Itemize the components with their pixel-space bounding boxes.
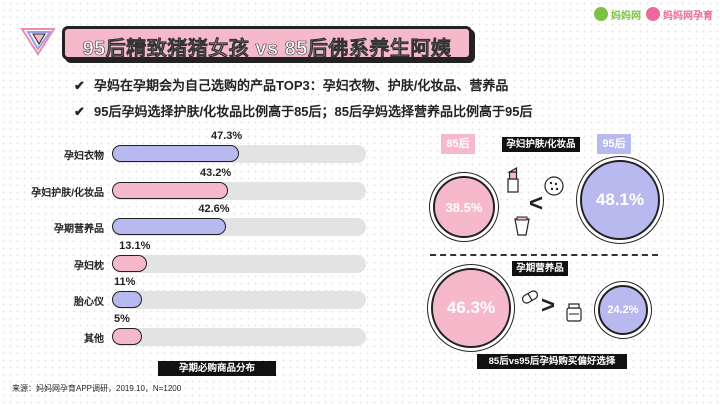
brand-left-label: 妈妈网 (611, 10, 641, 22)
bar-value-label: 13.1% (119, 239, 151, 252)
comparison-less-than: < (529, 190, 544, 217)
bar-chart-title: 孕期必购商品分布 (158, 361, 276, 376)
bar-mark (112, 254, 148, 272)
lipstick-icon (507, 167, 519, 193)
bar-track (112, 254, 366, 273)
comparison-chart-title: 85后vs95后孕妈购买偏好选择 (477, 354, 627, 369)
bullet-1-text: 孕妈在孕期会为自己选购的产品TOP3：孕妇衣物、护肤/化妆品、营养品 (94, 78, 509, 93)
bar-category-label: 孕期营养品 (54, 224, 104, 235)
bar-mark (112, 145, 239, 162)
title-banner: 95后精致猪猪女孩 vs 85后佛系养生阿姨 (62, 26, 472, 60)
bullet-1: ✔ 孕妈在孕期会为自己选购的产品TOP3：孕妇衣物、护肤/化妆品、营养品 (74, 75, 508, 94)
bar-track (112, 291, 366, 309)
bubble-85-skincare: 38.5% (433, 176, 495, 238)
bar-mark (112, 181, 228, 199)
bubble-95-skincare: 48.1% (580, 160, 660, 240)
item-label-nutrition: 孕期营养品 (512, 261, 568, 276)
bar-value-label: 5% (114, 312, 130, 325)
brand-mamawang: 妈妈网 (594, 6, 641, 22)
comparison-greater-than: > (541, 292, 556, 319)
bar-track (112, 327, 366, 346)
bar-value-label: 11% (114, 276, 136, 288)
brand-mamawang-yunyu: 妈妈网孕育 (646, 6, 713, 22)
source-note: 来源：妈妈网孕育APP调研，2019.10，N=1200 (12, 384, 182, 393)
bar-value-label: 47.3% (211, 130, 243, 142)
bar-value-label: 42.6% (198, 203, 230, 215)
bar-mark (112, 218, 227, 235)
bubble-95-nutrition: 24.2% (598, 285, 648, 335)
bullet-2: ✔ 95后孕妈选择护肤/化妆品比例高于85后；85后孕妈选择营养品比例高于95后 (74, 101, 532, 120)
pill-capsule-icon (521, 290, 539, 304)
brand-right-label: 妈妈网孕育 (663, 10, 713, 22)
bar-value-label: 43.2% (199, 166, 232, 179)
purchase-distribution-chart: 孕妇衣物 47.3% 孕妇护肤/化妆品 43.2% 孕期营养品 42.6% 孕妇枕 13.1%… (31, 130, 366, 346)
brand-yunyu-logo-icon (646, 7, 660, 21)
bullet-2-text: 95后孕妈选择护肤/化妆品比例高于85后；85后孕妈选择营养品比例高于95后 (94, 104, 533, 119)
section-divider (430, 254, 658, 256)
bar-mark (112, 291, 142, 308)
bar-mark (112, 327, 142, 345)
bar-category-label: 孕妇衣物 (64, 151, 104, 162)
bar-category-label: 胎心仪 (74, 297, 104, 308)
powder-puff-icon (544, 176, 564, 196)
bubble-85-nutrition: 46.3% (431, 268, 511, 348)
page-title: 95后精致猪猪女孩 vs 85后佛系养生阿姨 (82, 38, 452, 61)
bar-category-label: 孕妇枕 (74, 260, 104, 272)
check-icon: ✔ (74, 78, 85, 93)
bar-category-label: 孕妇护肤/化妆品 (31, 187, 104, 199)
group-label-95: 95后 (597, 134, 631, 154)
item-label-skincare: 孕妇护肤/化妆品 (502, 137, 580, 152)
cream-tube-icon (514, 216, 530, 236)
bar-category-label: 其他 (84, 333, 104, 345)
triangle-logo-icon (20, 28, 56, 56)
group-label-85: 85后 (441, 134, 475, 154)
brand-logo-icon (594, 7, 608, 21)
check-icon: ✔ (74, 104, 85, 119)
supplement-jar-icon (566, 303, 582, 322)
